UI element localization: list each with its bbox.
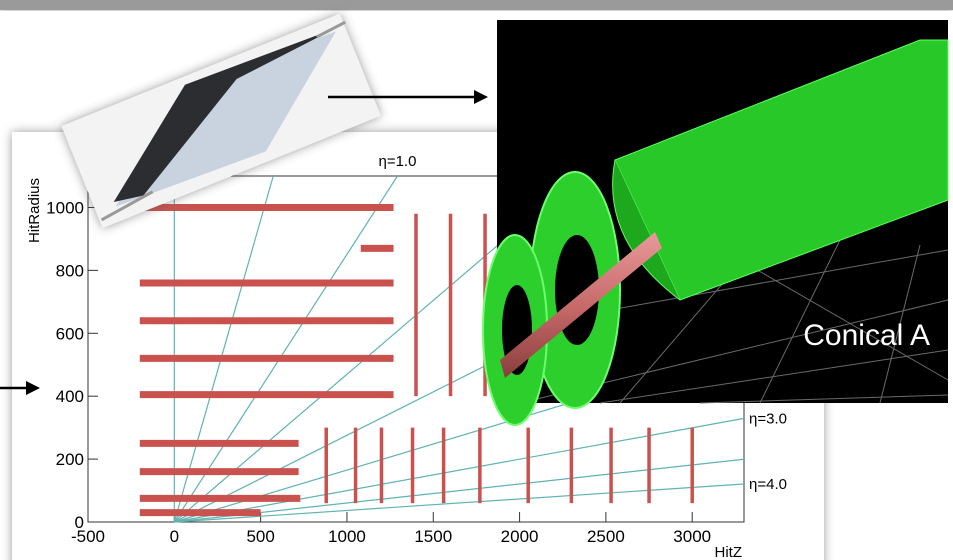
eta-label: η=4.0 — [749, 476, 787, 493]
y-tick-label: 0 — [75, 513, 84, 532]
slide: -500050010001500200025003000020040060080… — [0, 0, 953, 560]
x-tick-label: 2000 — [501, 527, 539, 546]
y-tick-label: 200 — [56, 450, 84, 469]
header-bar — [0, 0, 953, 10]
x-tick-label: 2500 — [587, 527, 625, 546]
x-axis-label: HitZ — [715, 544, 743, 560]
y-axis-label: HitRadius — [26, 178, 43, 243]
render: Conical A — [483, 20, 948, 425]
x-tick-label: 3000 — [673, 527, 711, 546]
y-tick-label: 400 — [56, 387, 84, 406]
x-tick-label: 500 — [246, 527, 274, 546]
eta-label: η=1.0 — [378, 153, 416, 170]
y-tick-label: 1000 — [46, 198, 84, 217]
render-caption: Conical A — [803, 319, 930, 352]
y-tick-label: 600 — [56, 324, 84, 343]
eta-label: η=3.0 — [749, 410, 787, 427]
y-tick-label: 800 — [56, 261, 84, 280]
x-tick-label: 0 — [170, 527, 179, 546]
arrow-head — [474, 90, 488, 104]
x-tick-label: 1500 — [414, 527, 452, 546]
x-tick-label: 1000 — [328, 527, 366, 546]
